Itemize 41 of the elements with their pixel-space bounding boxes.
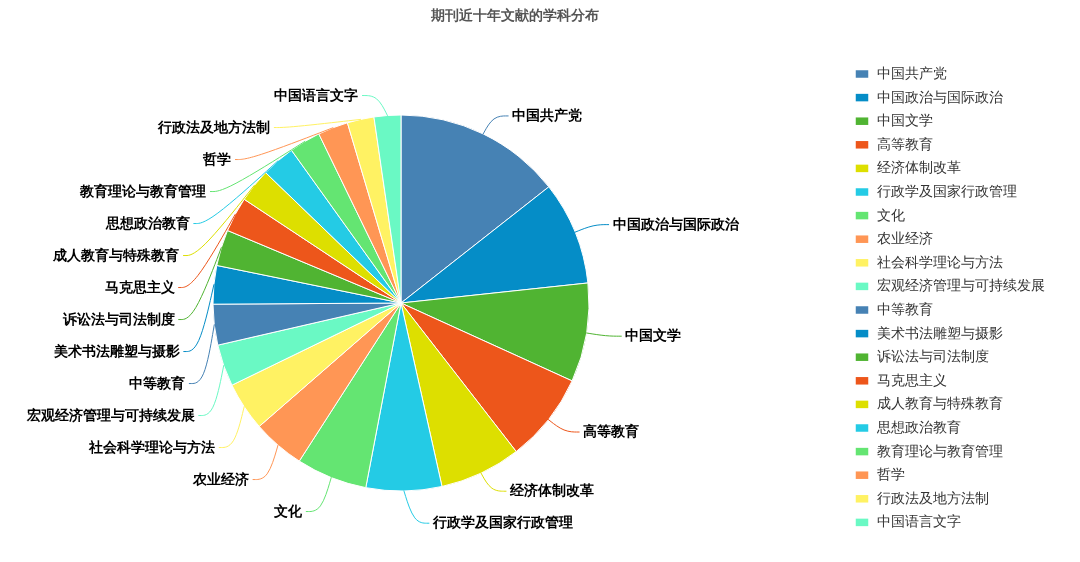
slice-label: 文化	[273, 502, 304, 519]
slice-label: 宏观经济管理与可持续发展	[25, 406, 195, 423]
legend-label: 哲学	[877, 466, 905, 483]
legend-label: 思想政治教育	[876, 419, 961, 435]
legend-label: 成人教育与特殊教育	[877, 395, 1003, 412]
slice-label: 中国共产党	[512, 106, 583, 123]
legend-label: 经济体制改革	[877, 159, 961, 176]
legend-label: 中国政治与国际政治	[877, 88, 1003, 105]
legend-label: 中国语言文字	[877, 513, 961, 530]
slice-label: 中等教育	[129, 374, 186, 391]
legend-label: 社会科学理论与方法	[877, 253, 1003, 270]
legend-label: 中国文学	[877, 112, 933, 129]
legend-label: 宏观经济管理与可持续发展	[877, 277, 1045, 294]
slice-label: 成人教育与特殊教育	[52, 246, 180, 263]
chart-title: 期刊近十年文献的学科分布	[430, 7, 599, 23]
slice-label: 马克思主义	[104, 278, 176, 295]
slice-label: 中国政治与国际政治	[612, 215, 740, 232]
legend-label: 诉讼法与司法制度	[877, 348, 989, 365]
legend-label: 高等教育	[877, 135, 933, 152]
slice-label: 经济体制改革	[509, 482, 595, 499]
legend-label: 马克思主义	[877, 371, 947, 388]
slice-label: 中国文学	[625, 327, 682, 344]
slice-label: 教育理论与教育管理	[79, 182, 207, 199]
legend-label: 中国共产党	[877, 65, 947, 81]
slice-label: 农业经济	[192, 470, 250, 487]
legend-label: 中等教育	[877, 301, 933, 317]
slice-label: 社会科学理论与方法	[88, 438, 216, 455]
slice-label: 行政学及国家行政管理	[431, 514, 573, 531]
legend-label: 文化	[877, 206, 905, 223]
slice-label: 哲学	[202, 150, 232, 167]
slice-label: 思想政治教育	[104, 214, 190, 231]
slice-label: 高等教育	[583, 423, 640, 440]
legend-label: 行政学及国家行政管理	[877, 183, 1017, 199]
legend-label: 行政法及地方法制	[877, 489, 989, 506]
slice-label: 诉讼法与司法制度	[61, 310, 175, 327]
slice-label: 行政法及地方法制	[157, 118, 271, 135]
slice-label: 中国语言文字	[274, 86, 359, 103]
slice-label: 美术书法雕塑与摄影	[52, 342, 180, 359]
legend-label: 教育理论与教育管理	[877, 442, 1003, 459]
legend-label: 美术书法雕塑与摄影	[877, 324, 1003, 341]
legend-label: 农业经济	[877, 230, 933, 247]
